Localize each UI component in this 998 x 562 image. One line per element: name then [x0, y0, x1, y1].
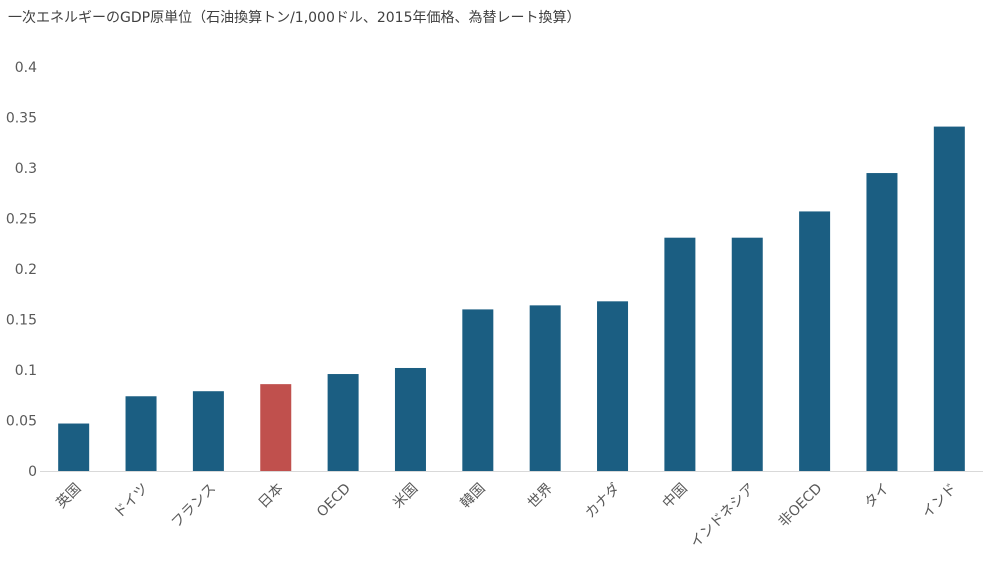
x-tick-label: ドイツ — [111, 481, 152, 522]
x-tick-label: フランス — [168, 481, 219, 532]
x-tick-label: タイ — [862, 481, 893, 512]
x-tick-label: インドネシア — [687, 481, 758, 552]
bar — [597, 301, 629, 471]
bar — [260, 384, 292, 471]
y-tick-label: 0 — [28, 464, 37, 480]
bar — [933, 126, 965, 471]
y-tick-label: 0.2 — [15, 262, 37, 278]
bar — [799, 211, 831, 471]
x-tick-label: 世界 — [525, 481, 556, 512]
bar — [462, 309, 494, 471]
x-axis: 英国 ドイツ フランス 日本 OECD 米国 韓国 世界 カナダ 中国インドネシア 非OECD タイイ… — [53, 480, 960, 551]
x-tick-label: OECD — [314, 481, 354, 521]
x-tick-label: 中国 — [660, 481, 691, 512]
bar — [866, 173, 898, 472]
bar — [125, 396, 157, 471]
bar — [192, 391, 224, 471]
y-axis: 0 0.05 0.1 0.15 0.2 0.25 0.3 0.35 0.4 — [6, 60, 37, 480]
x-tick-label: 非OECD — [776, 481, 826, 531]
y-tick-label: 0.25 — [6, 212, 37, 228]
bar — [58, 423, 90, 471]
bars — [58, 126, 965, 472]
y-tick-label: 0.4 — [15, 60, 37, 76]
bar — [529, 305, 561, 471]
x-tick-label: 英国 — [53, 480, 85, 512]
x-tick-label: 韓国 — [458, 481, 489, 512]
bar — [394, 367, 426, 471]
bar — [327, 374, 359, 471]
y-tick-label: 0.15 — [6, 313, 37, 329]
bar — [664, 237, 696, 471]
x-tick-label: 日本 — [255, 481, 286, 512]
bar — [731, 237, 763, 471]
y-tick-label: 0.05 — [6, 414, 37, 430]
x-tick-label: カナダ — [582, 481, 623, 522]
y-tick-label: 0.1 — [15, 363, 37, 379]
chart-title: 一次エネルギーのGDP原単位（石油換算トン/1,000ドル、2015年価格、為替… — [8, 10, 581, 26]
x-tick-label: 米国 — [390, 481, 421, 512]
y-tick-label: 0.35 — [6, 111, 37, 127]
x-tick-label: インド — [919, 481, 960, 522]
y-tick-label: 0.3 — [15, 161, 37, 177]
